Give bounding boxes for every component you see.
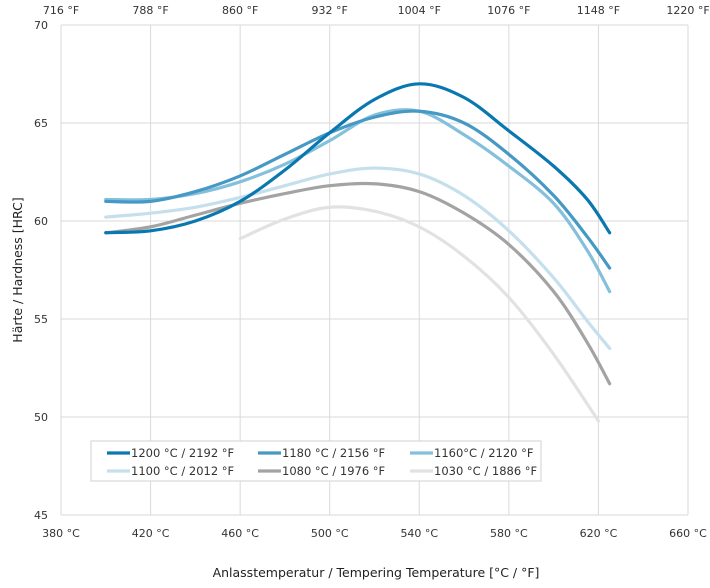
x-top-tick-label: 716 °F [43,4,79,17]
legend-label: 1200 °C / 2192 °F [131,446,234,460]
x-top-tick-label: 932 °F [312,4,348,17]
legend-label: 1180 °C / 2156 °F [282,446,385,460]
x-tick-label: 500 °C [311,527,349,540]
legend-label: 1160°C / 2120 °F [434,446,534,460]
series-lines [104,82,612,423]
series-line-3 [104,166,612,350]
y-tick-label: 70 [34,19,48,32]
x-tick-label: 380 °C [42,527,80,540]
x-top-tick-label: 1004 °F [398,4,441,17]
series-line-4 [104,181,612,386]
series-line-0 [104,82,612,235]
legend-label: 1080 °C / 1976 °F [282,464,385,478]
x-tick-label: 580 °C [490,527,528,540]
y-tick-label: 60 [34,215,48,228]
x-top-tick-label: 1076 °F [487,4,530,17]
legend-box [90,440,542,482]
x-tick-label: 420 °C [132,527,170,540]
legend-label: 1100 °C / 2012 °F [131,464,234,478]
legend: 1200 °C / 2192 °F 1180 °C / 2156 °F 1160°C… [90,440,542,482]
y-tick-label: 65 [34,117,48,130]
y-tick-label: 45 [34,509,48,522]
y-axis-title: Härte / Hardness [HRC] [10,197,25,342]
grid [60,24,689,516]
y-tick-label: 55 [34,313,48,326]
x-axis-title: Anlasstemperatur / Tempering Temperature… [213,565,540,580]
tick-labels: 380 °C 716 °F 420 °C 788 °F 460 °C 860 °F 500 … [34,4,710,540]
series-line-2 [104,108,612,294]
series-line-5 [238,205,601,423]
x-tick-label: 460 °C [221,527,259,540]
y-tick-label: 50 [34,411,48,424]
x-tick-label: 620 °C [580,527,618,540]
x-tick-label: 540 °C [400,527,438,540]
x-top-tick-label: 1220 °F [666,4,709,17]
legend-label: 1030 °C / 1886 °F [434,464,537,478]
x-top-tick-label: 860 °F [222,4,258,17]
x-tick-label: 660 °C [669,527,707,540]
series-line-1 [104,109,612,270]
x-top-tick-label: 1148 °F [577,4,620,17]
x-top-tick-label: 788 °F [132,4,168,17]
